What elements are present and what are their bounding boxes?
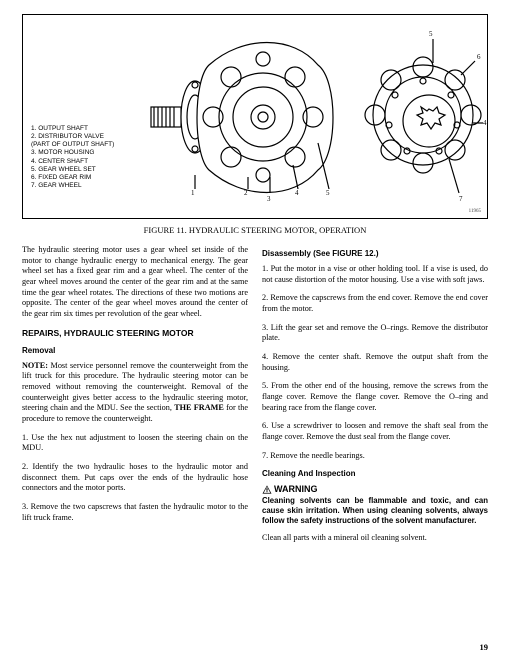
left-column: The hydraulic steering motor uses a gear… — [22, 245, 248, 552]
note-paragraph: NOTE: Most service personnel remove the … — [22, 361, 248, 425]
steering-motor-diagram — [143, 25, 483, 215]
disassembly-step-1: 1. Put the motor in a vise or other hold… — [262, 264, 488, 285]
parts-list-item: 7. GEAR WHEEL — [31, 182, 114, 190]
parts-list-item: 2. DISTRIBUTOR VALVE — [31, 133, 114, 141]
intro-paragraph: The hydraulic steering motor uses a gear… — [22, 245, 248, 320]
figure-parts-list: 1. OUTPUT SHAFT 2. DISTRIBUTOR VALVE (PA… — [31, 125, 114, 190]
disassembly-step-4: 4. Remove the center shaft. Remove the o… — [262, 352, 488, 373]
parts-list-item: 3. MOTOR HOUSING — [31, 149, 114, 157]
warning-body: Cleaning solvents can be flammable and t… — [262, 496, 488, 525]
warning-label: WARNING — [274, 484, 318, 494]
parts-list-item: 1. OUTPUT SHAFT — [31, 125, 114, 133]
disassembly-step-2: 2. Remove the capscrews from the end cov… — [262, 293, 488, 314]
disassembly-step-3: 3. Lift the gear set and remove the O–ri… — [262, 323, 488, 344]
parts-list-item: 4. CENTER SHAFT — [31, 158, 114, 166]
figure-caption: FIGURE 11. HYDRAULIC STEERING MOTOR, OPE… — [22, 225, 488, 235]
subheading-cleaning: Cleaning And Inspection — [262, 469, 488, 478]
warning-block: WARNING Cleaning solvents can be flammab… — [262, 484, 488, 525]
callout-7: 7 — [459, 195, 463, 203]
callout-3: 3 — [267, 195, 271, 203]
callout-1: 1 — [191, 189, 195, 197]
page-number: 19 — [480, 642, 489, 652]
callout-5a: 5 — [326, 189, 330, 197]
note-lead: NOTE: — [22, 361, 48, 370]
figure-11-box: 1 2 3 4 5 5 6 4 7 1. OUTPUT SHAFT 2. DIS… — [22, 14, 488, 219]
disassembly-step-7: 7. Remove the needle bearings. — [262, 451, 488, 462]
right-column: Disassembly (See FIGURE 12.) 1. Put the … — [262, 245, 488, 552]
figure-small-number: 11965 — [469, 209, 481, 214]
disassembly-step-5: 5. From the other end of the housing, re… — [262, 381, 488, 413]
subheading-disassembly: Disassembly (See FIGURE 12.) — [262, 249, 488, 258]
callout-2: 2 — [244, 189, 248, 197]
section-title-repairs: REPAIRS, HYDRAULIC STEERING MOTOR — [22, 328, 248, 338]
removal-step-2: 2. Identify the two hydraulic hoses to t… — [22, 462, 248, 494]
removal-step-3: 3. Remove the two capscrews that fasten … — [22, 502, 248, 523]
note-frame-ref: THE FRAME — [174, 403, 224, 412]
parts-list-item: (PART OF OUTPUT SHAFT) — [31, 141, 114, 149]
body-columns: The hydraulic steering motor uses a gear… — [22, 245, 488, 552]
warning-title-row: WARNING — [262, 484, 488, 494]
callout-6: 6 — [477, 53, 481, 61]
callout-5b: 5 — [429, 30, 433, 38]
parts-list-item: 6. FIXED GEAR RIM — [31, 174, 114, 182]
cleaning-body: Clean all parts with a mineral oil clean… — [262, 533, 488, 544]
warning-icon — [262, 485, 272, 494]
parts-list-item: 5. GEAR WHEEL SET — [31, 166, 114, 174]
removal-step-1: 1. Use the hex nut adjustment to loosen … — [22, 433, 248, 454]
callout-4a: 4 — [295, 189, 299, 197]
disassembly-step-6: 6. Use a screwdriver to loosen and remov… — [262, 421, 488, 442]
callout-4b: 4 — [483, 119, 487, 127]
subheading-removal: Removal — [22, 346, 248, 355]
